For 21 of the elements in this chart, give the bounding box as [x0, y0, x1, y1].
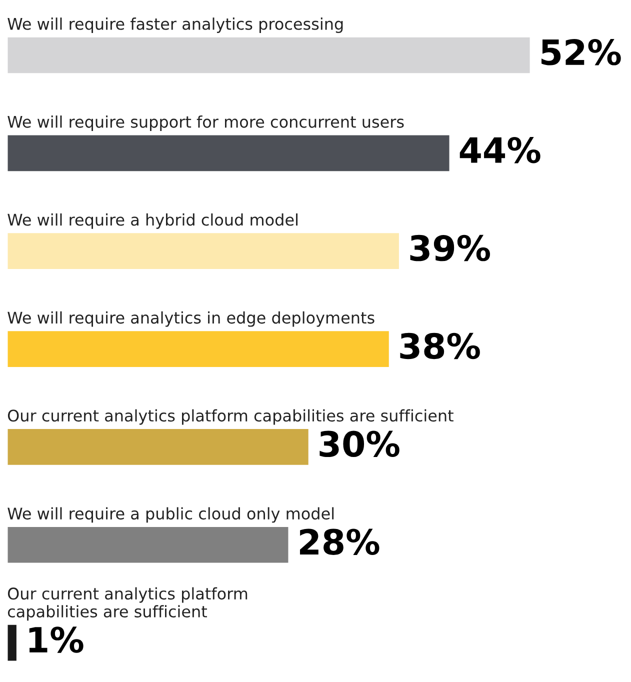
data-label: 28%: [300, 528, 380, 555]
bar: [6, 232, 400, 270]
data-label: 30%: [320, 430, 400, 458]
y-tick-label: We will require support for more concurrent users: [8, 115, 404, 131]
y-tick-label: We will require a public cloud only model: [8, 507, 334, 523]
y-tick-label: We will require faster analytics processing: [8, 18, 343, 34]
bar: [6, 330, 390, 368]
y-tick-label: We will require analytics in edge deployments: [8, 311, 374, 327]
bar: [6, 36, 532, 75]
bar: [6, 134, 451, 172]
bar: [6, 624, 18, 662]
bar: [6, 526, 290, 564]
data-label: 38%: [400, 332, 480, 360]
bar: [6, 428, 310, 466]
data-label: 39%: [410, 234, 490, 262]
y-tick-label: Our current analytics platform capabilities are sufficient: [8, 587, 248, 621]
y-tick-label: Our current analytics platform capabilities are sufficient: [8, 409, 454, 425]
data-label: 1%: [29, 626, 84, 653]
y-tick-label: We will require a hybrid cloud model: [8, 213, 298, 229]
data-label: 44%: [460, 136, 540, 164]
data-label: 52%: [542, 39, 621, 66]
